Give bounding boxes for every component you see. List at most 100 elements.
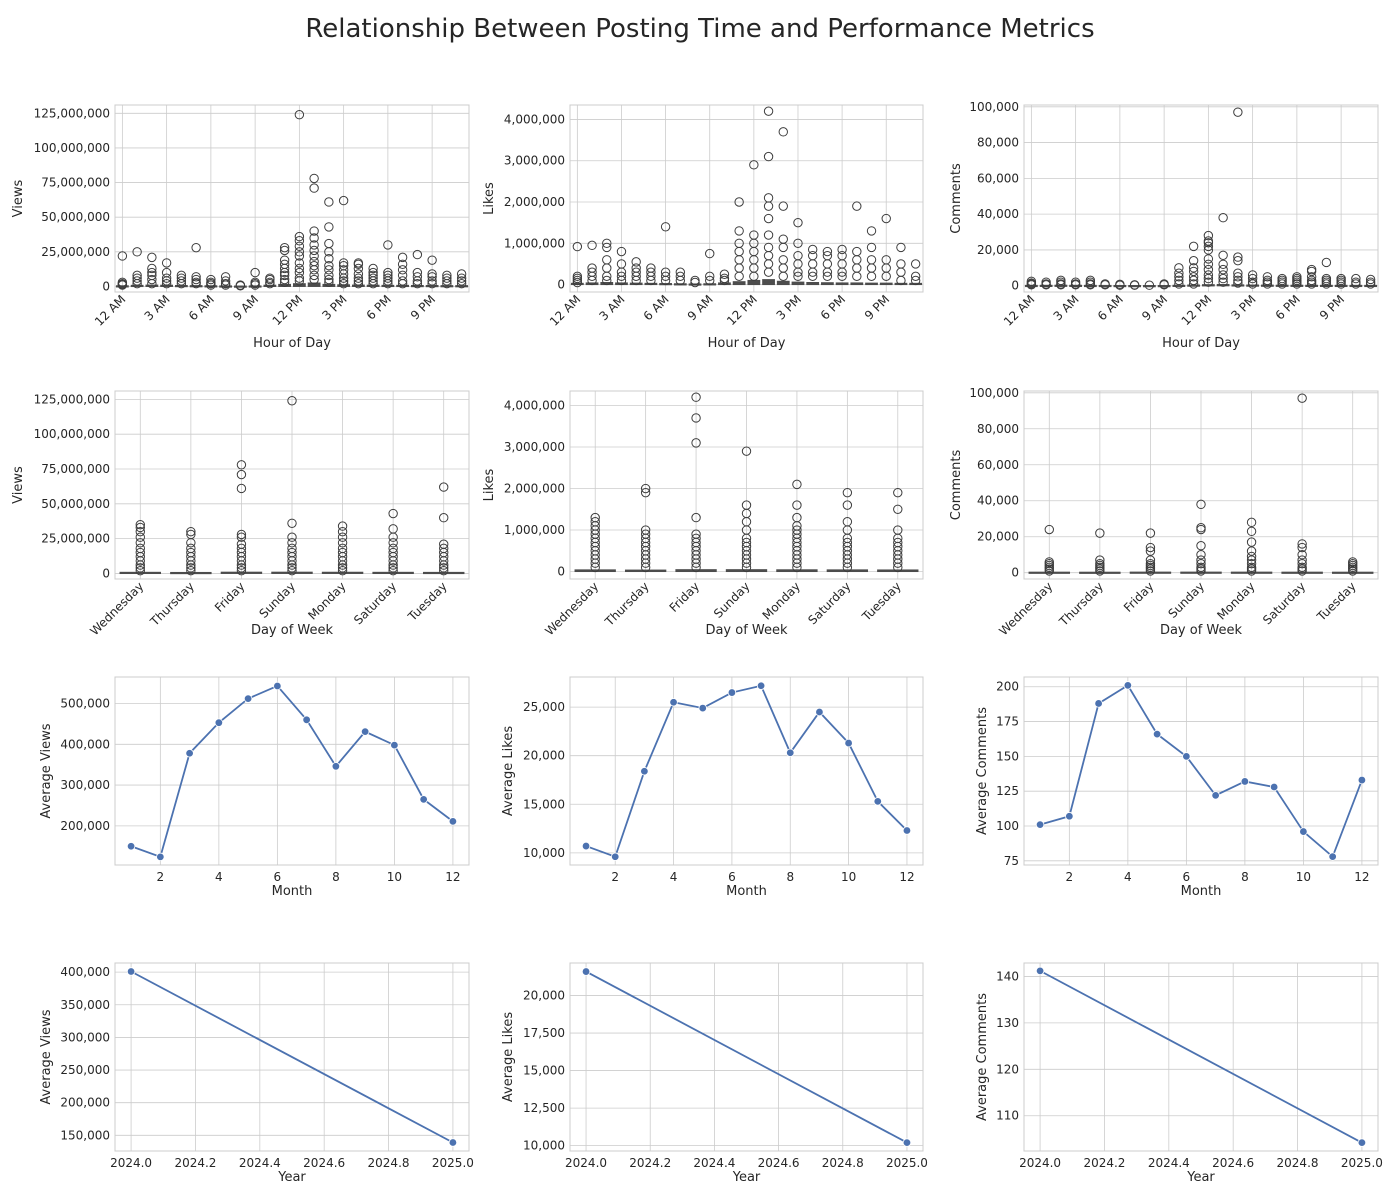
outlier-point [294,258,305,268]
outlier-point [741,446,752,456]
y-tick-label: 250,000 [60,1063,110,1077]
y-tick-label: 0 [557,565,565,579]
outlier-point [1246,537,1257,547]
outlier-point [793,217,803,228]
outlier-point [1144,280,1155,290]
outlier-point [807,259,818,269]
outlier-point [1247,273,1258,284]
outlier-point [412,272,423,282]
outlier-point [893,537,903,548]
outlier-point [397,252,408,263]
outlier-point [587,263,597,273]
outlier-point [135,547,145,558]
outlier-point [309,183,319,193]
outlier-point [388,543,398,554]
outlier-point [132,247,142,257]
axes-frame [1023,676,1379,866]
outlier-point [1297,562,1307,573]
outlier-point [1218,277,1228,287]
x-tick-label: Thursday [602,579,652,629]
data-point [360,727,370,736]
outlier-point [206,277,216,288]
x-tick-label: 6 [274,870,282,884]
x-tick-label: 2024.8 [1277,1156,1319,1170]
outlier-point [309,274,319,285]
series-line [1039,684,1363,859]
outlier-point [236,543,247,554]
x-tick-label: 12 [1354,870,1369,884]
y-tick-label: 100,000,000 [34,141,110,155]
data-point [390,740,399,750]
outlier-point [427,276,437,286]
outlier-point [572,271,583,282]
outlier-point [147,252,157,263]
outlier-point [324,197,334,207]
outlier-point [442,273,452,283]
y-tick-label: 20,000 [977,530,1019,544]
outlier-point [397,276,408,286]
data-point [185,749,194,758]
data-point [1182,752,1191,761]
outlier-point [896,267,906,277]
outlier-point [1095,528,1105,538]
outlier-point [176,273,187,283]
outlier-point [236,529,247,540]
data-point [611,852,620,861]
outlier-point [279,242,290,253]
outlier-point [1306,266,1317,277]
x-axis-label: Year [1186,1170,1215,1185]
y-tick-label: 0 [1011,566,1019,580]
outlier-point [337,543,348,554]
outlier-point [397,265,408,275]
outlier-point [1095,559,1105,569]
outlier-point [388,563,398,573]
subplot-month-comments: 75 100 125 150 175 200 2 4 6 8 10 12 Month Average Co… [975,676,1379,899]
y-tick-label: 100,000,000 [34,427,110,441]
outlier-point [660,222,671,232]
data-point [727,688,737,697]
outlier-point [1056,275,1066,286]
data-point [1357,1138,1367,1147]
outlier-point [852,263,862,273]
subplot-year-comments: 110 120 130 140 2024.0 2024.2 2024.4 2024.6 2024… [975,962,1383,1185]
outlier-point [763,267,774,277]
y-axis-label: Average Likes [501,1012,516,1102]
y-axis-label: Comments [949,450,964,521]
subplot-day-comments: 0 20,000 40,000 60,000 80,000 100,000 Wednesda… [949,386,1379,638]
y-tick-label: 3,000,000 [504,440,565,454]
outlier-point [135,532,145,542]
outlier-point [337,521,348,531]
subplot-day-views: 0 25,000,000 50,000,000 75,000,000 100,000,0… [11,390,470,638]
outlier-point [1174,275,1184,286]
outlier-point [294,251,305,261]
y-axis-label: Average Likes [501,726,516,816]
outlier-point [1321,273,1332,284]
outlier-point [910,259,921,269]
x-tick-label: 2024.2 [174,1156,216,1170]
outlier-point [388,538,398,548]
outlier-point [1297,393,1307,403]
data-point [1211,791,1220,800]
outlier-point [778,263,788,273]
x-tick-label: 6 PM [364,292,394,322]
y-tick-label: 40,000 [977,207,1019,221]
outlier-point [631,267,641,277]
outlier-point [1297,555,1307,565]
series-line [585,970,908,1144]
outlier-point [1292,272,1302,282]
axes-frame [1023,390,1379,580]
outlier-point [763,151,774,162]
outlier-point [602,238,612,248]
outlier-point [1321,257,1332,268]
y-tick-label: 0 [1011,279,1019,293]
outlier-point [287,518,297,528]
outlier-point [186,565,196,576]
outlier-point [602,275,612,286]
outlier-point [734,238,744,248]
outlier-point [842,517,853,527]
outlier-point [1085,275,1096,286]
outlier-point [236,532,247,542]
y-tick-label: 400,000 [60,737,110,751]
data-point [331,762,341,771]
y-axis-label: Views [11,466,26,504]
